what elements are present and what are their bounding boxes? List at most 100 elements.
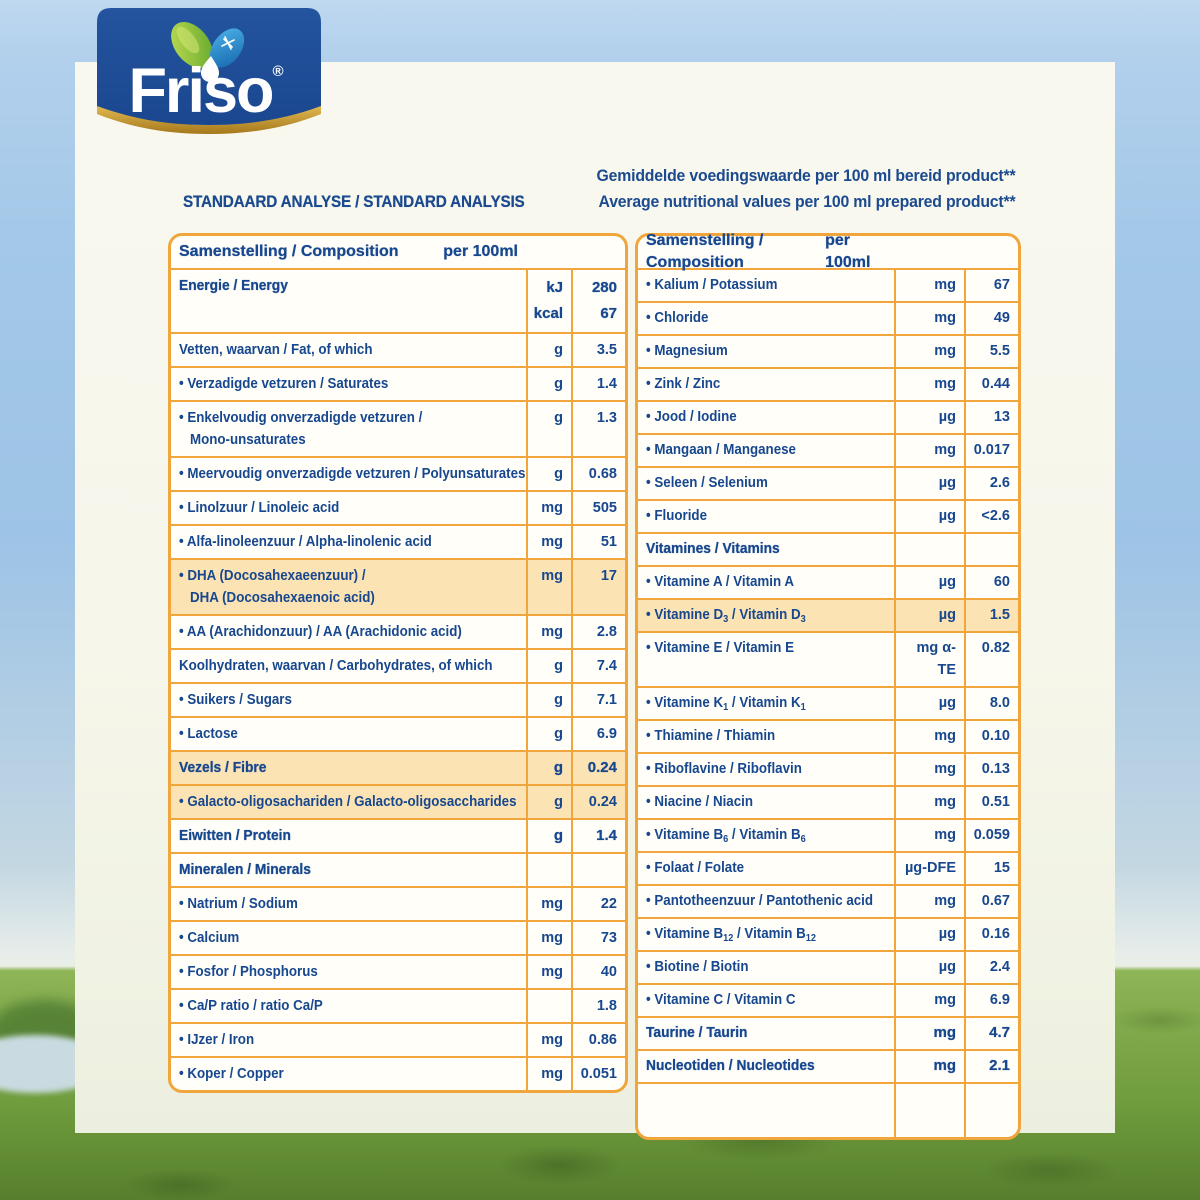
- section-title: STANDAARD ANALYSE / STANDARD ANALYSIS: [183, 192, 525, 211]
- nutrient-unit: mg: [894, 334, 964, 367]
- table-row: • Kalium / Potassium mg 67: [638, 268, 1018, 301]
- nutrient-value: 1.4: [571, 366, 625, 400]
- nutrient-value: [571, 852, 625, 886]
- nutrient-name: • Zink / Zinc: [638, 367, 894, 400]
- table-row: • Koper / Copper mg 0.051: [171, 1056, 625, 1090]
- nutrient-unit: µg: [894, 917, 964, 950]
- nutrient-value: 0.67: [964, 884, 1018, 917]
- nutrient-value: 505: [571, 490, 625, 524]
- nutrient-value: 49: [964, 301, 1018, 334]
- table-row: Koolhydraten, waarvan / Carbohydrates, o…: [171, 648, 625, 682]
- table-row: Vitamines / Vitamins: [638, 532, 1018, 565]
- milk-drop-icon: [201, 56, 219, 82]
- friso-logo: Friso®: [97, 8, 321, 142]
- nutrient-name: • Biotine / Biotin: [638, 950, 894, 983]
- nutrient-name: Vitamines / Vitamins: [638, 532, 894, 565]
- nutrient-value: 8.0: [964, 686, 1018, 719]
- table-row: • Vitamine K1 / Vitamin K1 µg 8.0: [638, 686, 1018, 719]
- serving-note-line1: Gemiddelde voedingswaarde per 100 ml ber…: [596, 166, 1015, 185]
- nutrient-unit: µg: [894, 400, 964, 433]
- nutrient-name: • IJzer / Iron: [171, 1022, 526, 1056]
- table-row: • Fosfor / Phosphorus mg 40: [171, 954, 625, 988]
- table-header-row: Samenstelling / Composition per 100ml: [638, 232, 1018, 271]
- nutrient-name: • Niacine / Niacin: [638, 785, 894, 818]
- nutrient-value: 0.44: [964, 367, 1018, 400]
- leaf-drop-icon: [171, 21, 245, 82]
- nutrient-value: 0.86: [571, 1022, 625, 1056]
- table-row: Nucleotiden / Nucleotides mg 2.1: [638, 1049, 1018, 1082]
- nutrient-value: 40: [571, 954, 625, 988]
- nutrient-unit: mg: [526, 558, 571, 614]
- nutrient-unit: g: [526, 648, 571, 682]
- nutrient-unit: µg: [894, 565, 964, 598]
- nutrient-value: 0.68: [571, 456, 625, 490]
- nutrient-name: • Natrium / Sodium: [171, 886, 526, 920]
- table-row: Vezels / Fibre g 0.24: [171, 750, 625, 784]
- column-header-composition: Samenstelling / Composition: [646, 232, 764, 271]
- nutrient-unit: g: [526, 750, 571, 784]
- nutrient-value: 0.24: [571, 750, 625, 784]
- nutrient-name: • Koper / Copper: [171, 1056, 526, 1090]
- table-row: • Folaat / Folate µg-DFE 15: [638, 851, 1018, 884]
- nutrient-unit: mg: [526, 1056, 571, 1090]
- nutrient-unit: mg: [894, 1049, 964, 1082]
- nutrient-value: 2.8: [571, 614, 625, 648]
- nutrient-value: 3.5: [571, 332, 625, 366]
- table-row: • AA (Arachidonzuur) / AA (Arachidonic a…: [171, 614, 625, 648]
- nutrient-unit: µg: [894, 686, 964, 719]
- nutrient-value: 7.1: [571, 682, 625, 716]
- nutrient-value: 5.5: [964, 334, 1018, 367]
- nutrient-value: 13: [964, 400, 1018, 433]
- nutrient-unit: [526, 852, 571, 886]
- nutrient-unit: mg: [526, 524, 571, 558]
- nutrient-unit: mg α-TE: [894, 631, 964, 686]
- table-row: • Jood / Iodine µg 13: [638, 400, 1018, 433]
- nutrient-value: 22: [571, 886, 625, 920]
- table-row: • Enkelvoudig onverzadigde vetzuren / Mon…: [171, 400, 625, 456]
- nutrient-name: • Linolzuur / Linoleic acid: [171, 490, 526, 524]
- nutrient-value: 6.9: [964, 983, 1018, 1016]
- nutrient-value: 0.017: [964, 433, 1018, 466]
- table-row: • Zink / Zinc mg 0.44: [638, 367, 1018, 400]
- nutrient-name: • Kalium / Potassium: [638, 268, 894, 301]
- nutrient-value: 0.13: [964, 752, 1018, 785]
- nutrient-unit: mg: [894, 884, 964, 917]
- nutrient-name: • Thiamine / Thiamin: [638, 719, 894, 752]
- serving-note-line2: Average nutritional values per 100 ml pr…: [598, 192, 1015, 211]
- nutrient-unit: mg: [894, 1016, 964, 1049]
- composition-table-left: Samenstelling / Composition per 100ml En…: [168, 233, 628, 1093]
- nutrient-name: • Suikers / Sugars: [171, 682, 526, 716]
- nutrient-name: • Calcium: [171, 920, 526, 954]
- nutrient-value: 0.10: [964, 719, 1018, 752]
- nutrient-value: [964, 1082, 1018, 1137]
- nutrient-unit: mg: [526, 920, 571, 954]
- nutrient-name: • Mangaan / Manganese: [638, 433, 894, 466]
- nutrient-name: • Meervoudig onverzadigde vetzuren / Pol…: [171, 456, 526, 490]
- nutrient-unit: mg: [526, 490, 571, 524]
- nutrient-name: Vetten, waarvan / Fat, of which: [171, 332, 526, 366]
- table-row: • Mangaan / Manganese mg 0.017: [638, 433, 1018, 466]
- column-header-composition: Samenstelling / Composition: [179, 243, 399, 260]
- nutrient-value: 2.1: [964, 1049, 1018, 1082]
- nutrient-value: 0.051: [571, 1056, 625, 1090]
- nutrition-tables: Samenstelling / Composition per 100ml En…: [168, 232, 1021, 1140]
- table-row: • Natrium / Sodium mg 22: [171, 886, 625, 920]
- nutrient-unit: mg: [894, 268, 964, 301]
- table-row: • Chloride mg 49: [638, 301, 1018, 334]
- table-row: [638, 1082, 1018, 1137]
- nutrient-name: [638, 1082, 894, 1137]
- nutrient-unit: mg: [894, 752, 964, 785]
- nutrient-unit: µg: [894, 466, 964, 499]
- nutrient-name: • Enkelvoudig onverzadigde vetzuren / Mon…: [171, 400, 526, 456]
- nutrient-unit: µg: [894, 598, 964, 631]
- nutrient-unit: kJ kcal: [526, 268, 571, 332]
- nutrient-name: • Vitamine B12 / Vitamin B12: [638, 917, 894, 950]
- nutrient-name: Eiwitten / Protein: [171, 818, 526, 852]
- nutrient-unit: mg: [894, 719, 964, 752]
- nutrient-name: • Seleen / Selenium: [638, 466, 894, 499]
- nutrient-name: • Folaat / Folate: [638, 851, 894, 884]
- nutrient-value: 0.51: [964, 785, 1018, 818]
